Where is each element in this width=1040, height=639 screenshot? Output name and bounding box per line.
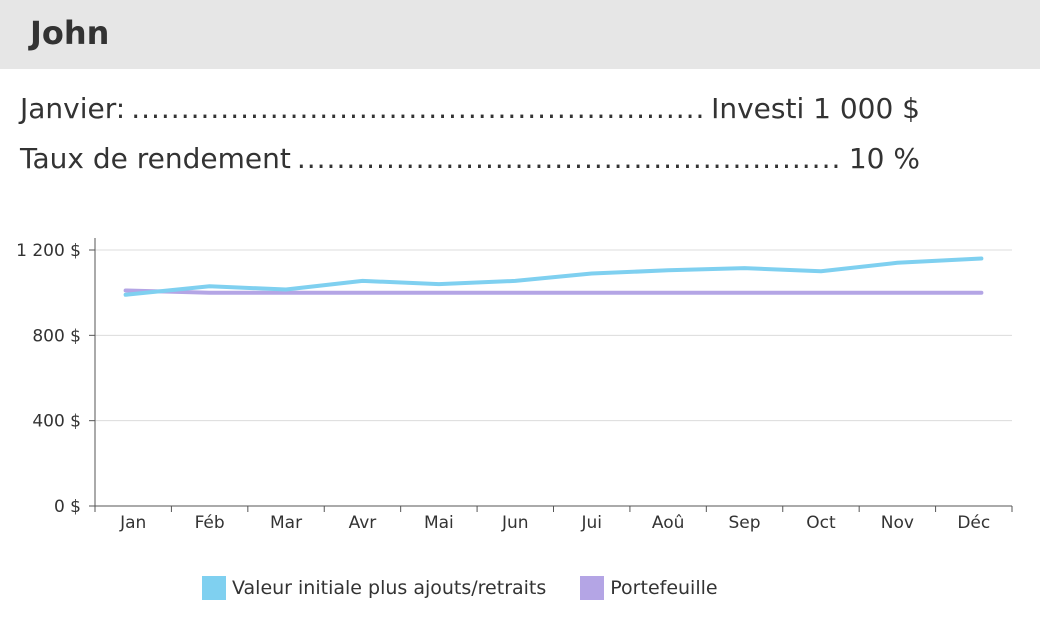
x-tick-label: Jan bbox=[119, 513, 146, 533]
x-tick-label: Mai bbox=[424, 513, 454, 533]
legend-swatch bbox=[580, 576, 605, 600]
chart-legend: Valeur initiale plus ajouts/retraits Por… bbox=[202, 576, 752, 600]
y-tick-label: 1 200 $ bbox=[16, 241, 81, 261]
info-value: Investi 1 000 $ bbox=[711, 92, 920, 125]
dot-leader bbox=[297, 142, 843, 175]
y-tick-label: 800 $ bbox=[32, 326, 81, 346]
y-tick-label: 0 $ bbox=[54, 497, 81, 517]
dot-leader bbox=[131, 92, 705, 125]
info-value: 10 % bbox=[848, 142, 920, 175]
x-tick-label: Oct bbox=[806, 513, 836, 533]
x-tick-label: Jun bbox=[501, 513, 529, 533]
x-tick-label: Déc bbox=[957, 513, 990, 533]
x-tick-label: Aoû bbox=[652, 513, 685, 533]
legend-swatch bbox=[202, 576, 226, 600]
x-tick-label: Féb bbox=[195, 513, 225, 533]
info-label: Janvier: bbox=[20, 92, 126, 125]
x-tick-label: Sep bbox=[729, 513, 761, 533]
x-tick-label: Jui bbox=[580, 513, 602, 533]
y-tick-label: 400 $ bbox=[32, 412, 81, 432]
x-tick-label: Mar bbox=[270, 513, 302, 533]
x-tick-label: Nov bbox=[881, 513, 914, 533]
header-bar: John bbox=[0, 0, 1040, 69]
legend-label: Portefeuille bbox=[610, 577, 718, 599]
legend-label: Valeur initiale plus ajouts/retraits bbox=[232, 577, 547, 599]
series-line bbox=[123, 288, 984, 295]
info-label: Taux de rendement bbox=[20, 142, 291, 175]
x-tick-label: Avr bbox=[349, 513, 377, 533]
info-row-rate: Taux de rendement 10 % bbox=[20, 142, 920, 175]
series-line bbox=[123, 256, 984, 297]
info-row-month: Janvier: Investi 1 000 $ bbox=[20, 92, 920, 125]
legend-item: Valeur initiale plus ajouts/retraits bbox=[202, 576, 546, 600]
page-title: John bbox=[30, 14, 110, 52]
legend-item: Portefeuille bbox=[580, 576, 718, 600]
line-chart: 0 $ 400 $ 800 $ 1 200 $ Jan Féb Mar Avr Mai Jun Ju… bbox=[16, 238, 1013, 533]
